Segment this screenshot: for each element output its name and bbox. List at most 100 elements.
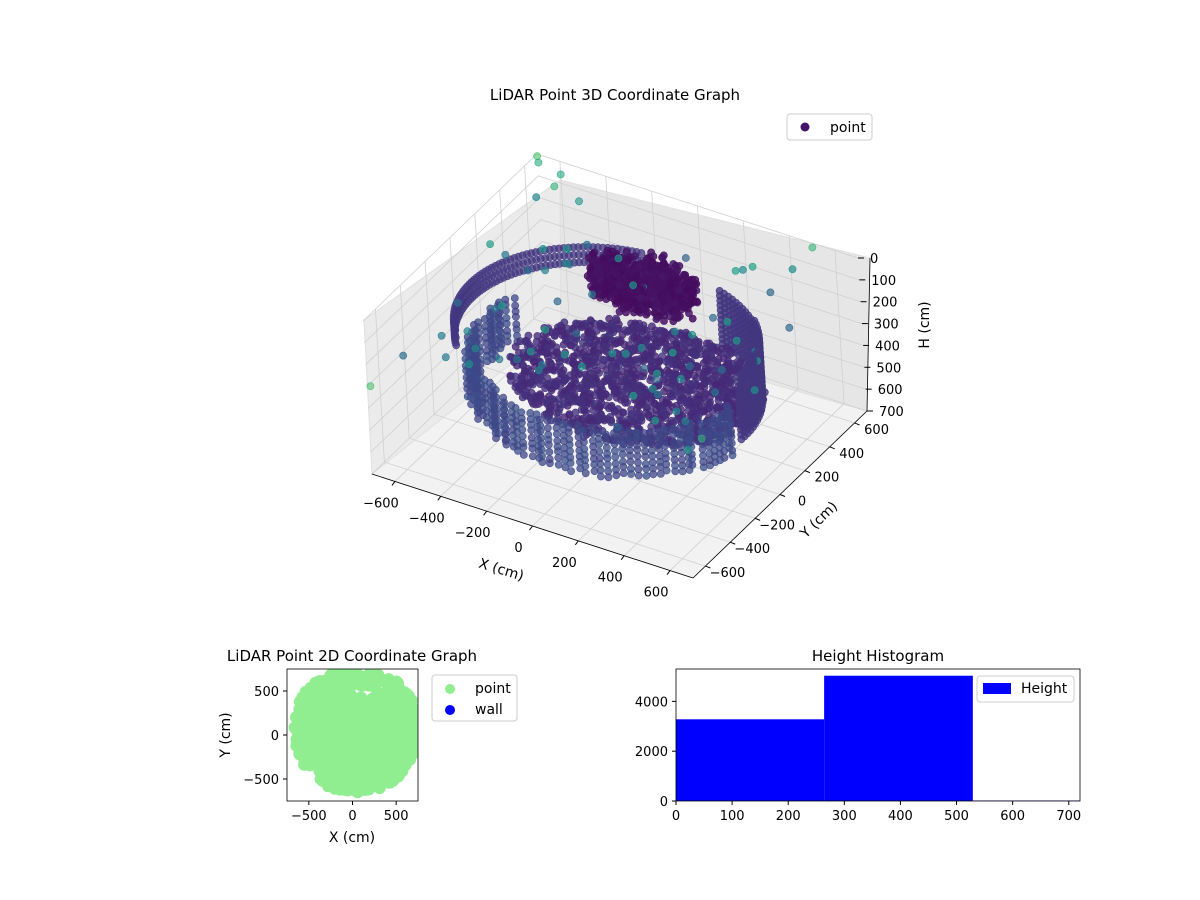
point-3d (678, 455, 686, 464)
x-tick-label-3d: −600 (363, 496, 399, 511)
x-tick-label-2d: −500 (291, 809, 327, 824)
x-tick-label-2d: 500 (384, 809, 409, 824)
point-3d (684, 446, 692, 454)
point-3d (681, 254, 690, 262)
point-2d (331, 750, 344, 763)
point-3d (453, 298, 462, 307)
x-tick-label-3d: 200 (552, 556, 577, 571)
point-3d (723, 317, 732, 326)
point-2d (341, 691, 354, 704)
z-axis-label-3d: H (cm) (917, 301, 933, 348)
point-3d (517, 408, 526, 417)
point-3d (645, 286, 654, 295)
point-3d (692, 350, 700, 359)
x-tick-mark-3d (620, 555, 625, 561)
point-3d (556, 170, 565, 179)
point-2d (364, 735, 376, 748)
point-3d (631, 252, 639, 260)
point-3d (595, 454, 604, 463)
point-3d (699, 451, 707, 460)
point-3d (527, 433, 536, 442)
point-3d (586, 264, 595, 272)
point-3d (714, 403, 723, 412)
point-3d (662, 357, 671, 366)
point-2d (329, 736, 342, 749)
point-3d (539, 244, 547, 253)
y-tick-mark-3d (804, 470, 811, 474)
point-3d (461, 347, 469, 356)
z-tick-label-3d: 700 (879, 405, 904, 420)
point-3d (667, 379, 676, 388)
point-3d (655, 452, 664, 460)
y-tick-label-3d: −400 (734, 542, 770, 557)
chart-histogram: Height Histogram 0 100 200 300 400 500 600 700 0… (635, 647, 1081, 824)
point-3d (544, 430, 553, 439)
y-tick-label-2d: 500 (254, 685, 279, 700)
point-3d (709, 313, 717, 322)
point-3d (688, 330, 696, 339)
point-2d (297, 743, 310, 755)
point-3d (471, 373, 480, 381)
legend-histogram-label: Height (1021, 681, 1068, 697)
legend-3d: point (786, 113, 873, 141)
legend-3d-marker (800, 122, 810, 132)
point-2d (365, 779, 378, 792)
point-3d (554, 460, 563, 469)
point-3d (562, 374, 571, 383)
point-3d (490, 404, 499, 413)
point-3d (641, 460, 650, 468)
point-3d (573, 421, 582, 429)
point-3d (541, 266, 549, 275)
point-3d (519, 439, 527, 447)
y-tick-mark-3d (854, 422, 860, 426)
point-3d (465, 360, 473, 369)
point-3d (452, 341, 461, 350)
point-3d (626, 296, 634, 305)
point-3d (697, 427, 706, 436)
y-tick-label-3d: 200 (814, 471, 839, 486)
point-3d (646, 427, 655, 436)
point-3d (489, 391, 498, 400)
point-3d (605, 281, 614, 290)
point-3d (565, 435, 574, 444)
point-3d (677, 443, 686, 452)
point-3d (739, 265, 747, 274)
point-2d (317, 734, 330, 747)
point-3d (637, 293, 645, 302)
point-2d (390, 675, 403, 688)
point-cloud-3d (366, 152, 817, 482)
point-3d (501, 250, 510, 259)
point-3d (551, 331, 559, 340)
point-3d (723, 402, 731, 411)
point-3d (642, 300, 651, 309)
y-tick-label-2d: 0 (271, 729, 279, 744)
y-tick-label-3d: −200 (759, 518, 795, 533)
point-3d (732, 336, 741, 345)
point-3d (685, 309, 693, 318)
point-3d (498, 301, 506, 310)
y-tick-label-hist: 0 (660, 795, 668, 810)
z-tick-label-3d: 400 (875, 339, 900, 354)
point-2d (403, 711, 416, 724)
x-tick-label-hist: 400 (888, 809, 913, 824)
point-3d (554, 453, 563, 462)
point-3d (611, 446, 619, 455)
point-3d (748, 262, 757, 271)
y-tick-label-3d: −600 (710, 566, 746, 581)
legend-histogram: Height (976, 675, 1075, 703)
x-tick-mark-3d (574, 540, 579, 546)
point-3d (683, 435, 692, 444)
point-3d (750, 386, 759, 394)
z-tick-label-3d: 300 (874, 318, 899, 333)
point-2d (322, 765, 335, 778)
point-3d (634, 471, 643, 480)
point-3d (602, 437, 611, 446)
point-3d (577, 323, 586, 332)
point-3d (727, 439, 736, 447)
point-3d (676, 374, 685, 383)
point-3d (733, 372, 742, 381)
point-3d (572, 329, 581, 338)
x-tick-label-3d: 400 (598, 571, 623, 586)
point-3d (659, 265, 668, 274)
